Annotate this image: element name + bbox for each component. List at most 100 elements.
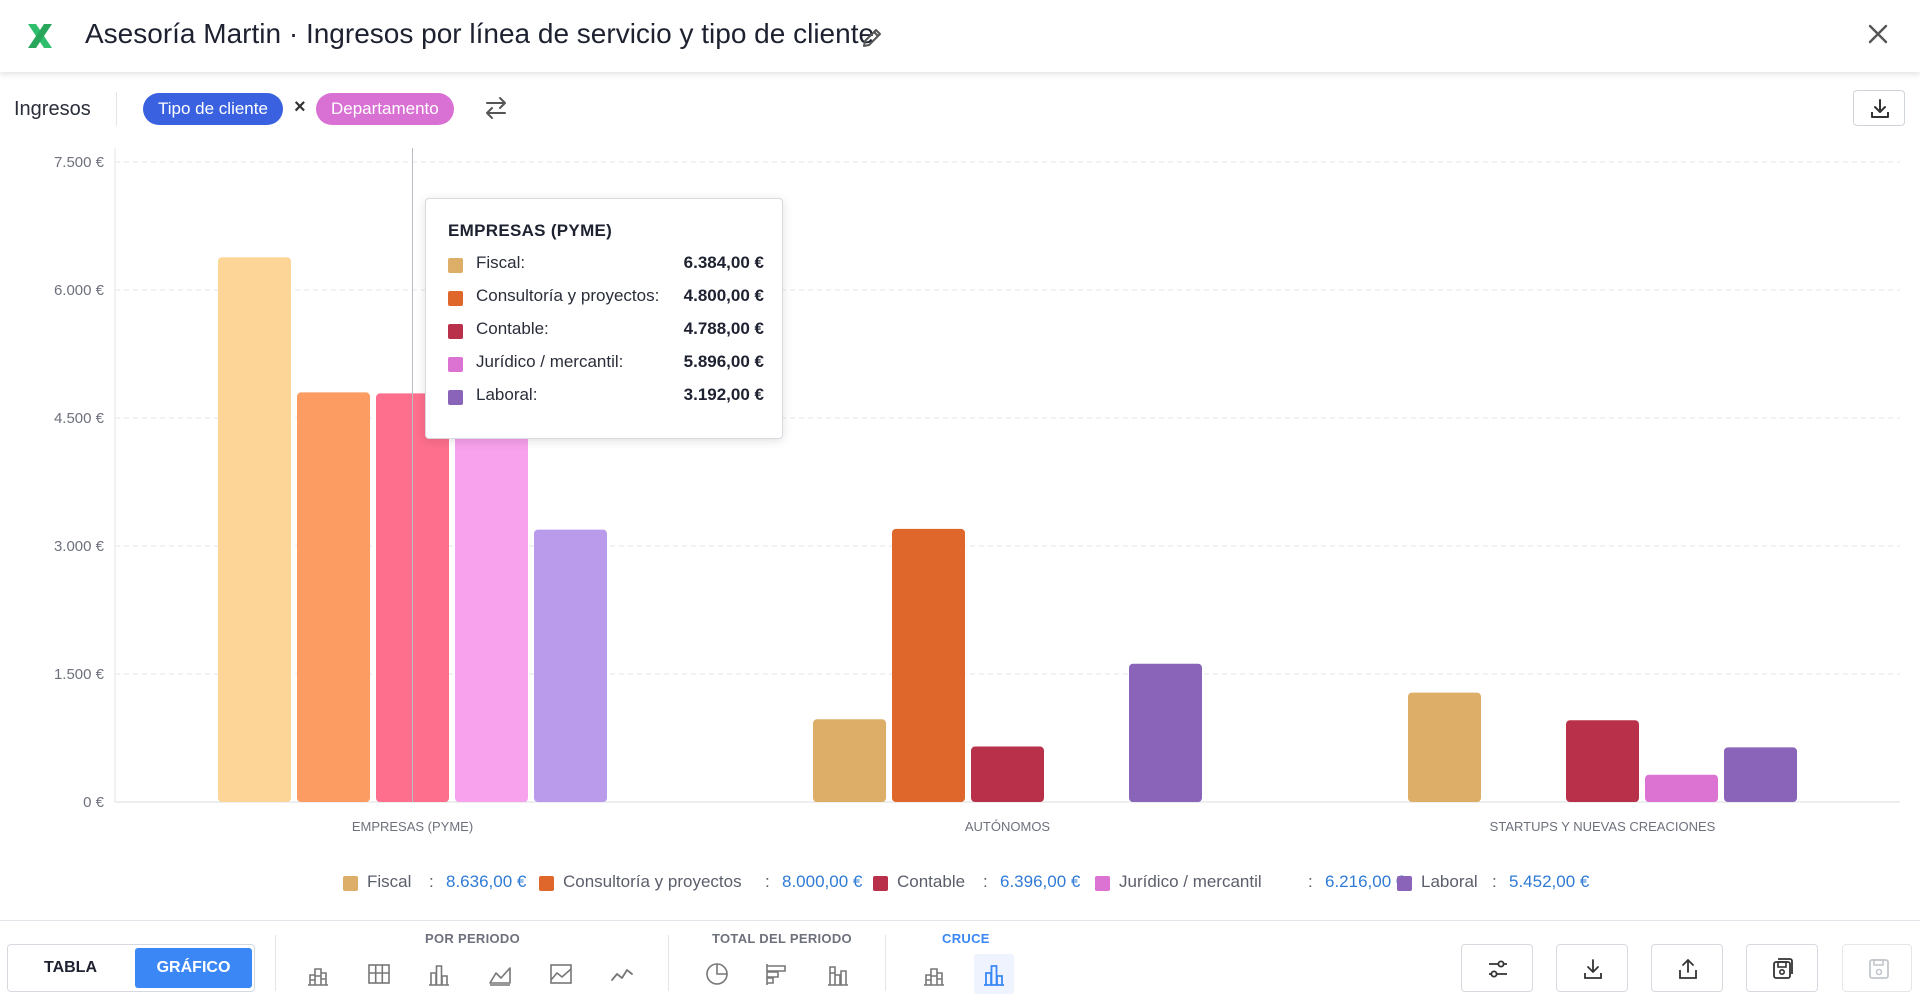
tooltip-label: Contable: [476,319,549,338]
tooltip-label: Fiscal: [476,253,526,272]
horizontal-bar-icon [766,964,786,985]
legend-label: Consultoría y proyectos [563,872,742,891]
tooltip-row-contable: Contable: 4.788,00 € [448,319,764,343]
dimension-chip-departamento[interactable]: Departamento [316,93,454,125]
tooltip-value: 4.788,00 € [683,319,764,338]
stacked-bar-chart-button[interactable] [298,954,338,994]
stacked-area-chart-button[interactable] [541,954,581,994]
close-icon[interactable] [1862,18,1894,50]
legend-separator: : [429,872,434,891]
save-copy-icon [1773,958,1793,979]
edit-title-icon[interactable] [858,24,886,52]
legend-separator: : [765,872,770,891]
legend-swatch [343,876,358,891]
chart-toolbar: Ingresos Tipo de cliente × Departamento [0,90,1920,128]
y-axis-ticks: 0 € 1.500 € 3.000 € 4.500 € 6.000 € 7.500 € [54,154,105,811]
tooltip-value: 4.800,00 € [683,286,764,305]
bar-chart: 0 € 1.500 € 3.000 € 4.500 € 6.000 € 7.500 € E… [54,148,1900,834]
chart-view-button[interactable]: GRÁFICO [135,948,252,988]
y-tick-label: 0 € [83,794,105,811]
bar-consultoria-y-proyectos-autonomos[interactable] [892,528,965,802]
tooltip-value: 5.896,00 € [683,352,764,371]
column-table-chart-button[interactable] [359,954,399,994]
bar-contable-autonomos[interactable] [971,746,1044,802]
line-chart-button[interactable] [602,954,642,994]
save-copy-button[interactable] [1746,944,1818,992]
download-chart-button[interactable] [1853,90,1905,126]
x-tick-label: EMPRESAS (PYME) [352,819,473,834]
dimension-chip-tipo-cliente[interactable]: Tipo de cliente [143,93,283,125]
tooltip-swatch [448,390,463,405]
legend-total-value: 5.452,00 € [1509,872,1590,891]
save-button[interactable] [1842,944,1912,992]
metric-label: Ingresos [14,98,91,120]
chart-settings-button[interactable] [1461,944,1533,992]
horizontal-bar-chart-button[interactable] [757,954,797,994]
table-view-button[interactable]: TABLA [43,959,98,976]
chart-tooltip: EMPRESAS (PYME) Fiscal: 6.384,00 € Consult… [425,198,783,439]
swap-dimensions-icon[interactable] [482,94,510,122]
tooltip-swatch [448,258,463,273]
bar-fiscal-startups-y-nuevas-creaciones[interactable] [1408,692,1481,802]
y-tick-label: 7.500 € [54,154,105,171]
bar-chart-icon [984,965,1004,986]
chart-legend: Fiscal:8.636,00 € Consultoría y proyectos… [0,870,1920,898]
area-chart-icon [489,967,511,986]
legend-total-value: 8.000,00 € [782,872,863,891]
x-axis-ticks: EMPRESAS (PYME) AUTÓNOMOS STARTUPS Y NUEVA… [352,819,1716,834]
y-tick-label: 1.500 € [54,666,105,683]
upload-share-icon [1679,959,1697,979]
tooltip-value: 6.384,00 € [683,253,764,272]
legend-separator: : [1308,872,1313,891]
header: Asesoría Martin · Ingresos por línea de … [0,0,1920,72]
pie-chart-button[interactable] [697,954,737,994]
page-title: Asesoría Martin · Ingresos por línea de … [85,18,875,49]
bar-contable-startups-y-nuevas-creaciones[interactable] [1566,720,1639,802]
tooltip-row-consultoria-y-proyectos: Consultoría y proyectos: 4.800,00 € [448,286,764,310]
tooltip-label: Consultoría y proyectos: [476,286,660,305]
legend-swatch [873,876,888,891]
share-button[interactable] [1651,944,1723,992]
tooltip-row-fiscal: Fiscal: 6.384,00 € [448,253,764,277]
columns-icon [368,964,390,984]
view-toggle: TABLA GRÁFICO [7,944,255,992]
legend-swatch [1397,876,1412,891]
cruce-stacked-chart-button[interactable] [914,954,954,994]
legend-separator: : [1492,872,1497,891]
tooltip-swatch [448,291,463,306]
legend-total-value: 6.216,00 € [1325,872,1406,891]
app-logo-icon [28,24,52,48]
legend-label: Jurídico / mercantil [1119,872,1262,891]
tooltip-value: 3.192,00 € [683,385,764,404]
footer-divider [275,935,276,991]
bar-chart-button[interactable] [419,954,459,994]
stacked-area-icon [550,964,572,984]
cruce-bar-chart-button[interactable] [974,954,1014,994]
footer-divider [885,935,886,991]
bar-consultoria-y-proyectos-empresas-pyme[interactable] [297,392,370,802]
bar-laboral-autonomos[interactable] [1129,663,1202,802]
tooltip-swatch [448,357,463,372]
bar-fiscal-autonomos[interactable] [813,719,886,802]
download-icon [1871,99,1889,118]
legend-label: Fiscal [367,872,412,891]
download-button[interactable] [1556,944,1628,992]
download-icon [1584,959,1602,979]
tooltip-row-juridico-mercantil: Jurídico / mercantil: 5.896,00 € [448,352,764,376]
tooltip-label: Jurídico / mercantil: [476,352,624,371]
bar-fiscal-empresas-pyme[interactable] [218,257,291,802]
pie-chart-icon [706,963,728,985]
footer-divider [668,935,669,991]
group-label-cruce: CRUCE [942,931,990,946]
x-tick-label: STARTUPS Y NUEVAS CREACIONES [1490,819,1716,834]
area-chart-button[interactable] [480,954,520,994]
bar-laboral-startups-y-nuevas-creaciones[interactable] [1724,747,1797,802]
tooltip-title: EMPRESAS (PYME) [448,221,613,240]
group-label-total-periodo: TOTAL DEL PERIODO [712,931,852,946]
group-label-por-periodo: POR PERIODO [425,931,521,946]
legend-swatch [1095,876,1110,891]
footer-toolbar: TABLA GRÁFICO POR PERIODO TOTAL DEL PERI… [0,920,1920,996]
bar-juridico-mercantil-startups-y-nuevas-creaciones[interactable] [1645,774,1718,802]
bar-laboral-empresas-pyme[interactable] [534,529,607,802]
grouped-total-chart-button[interactable] [818,954,858,994]
